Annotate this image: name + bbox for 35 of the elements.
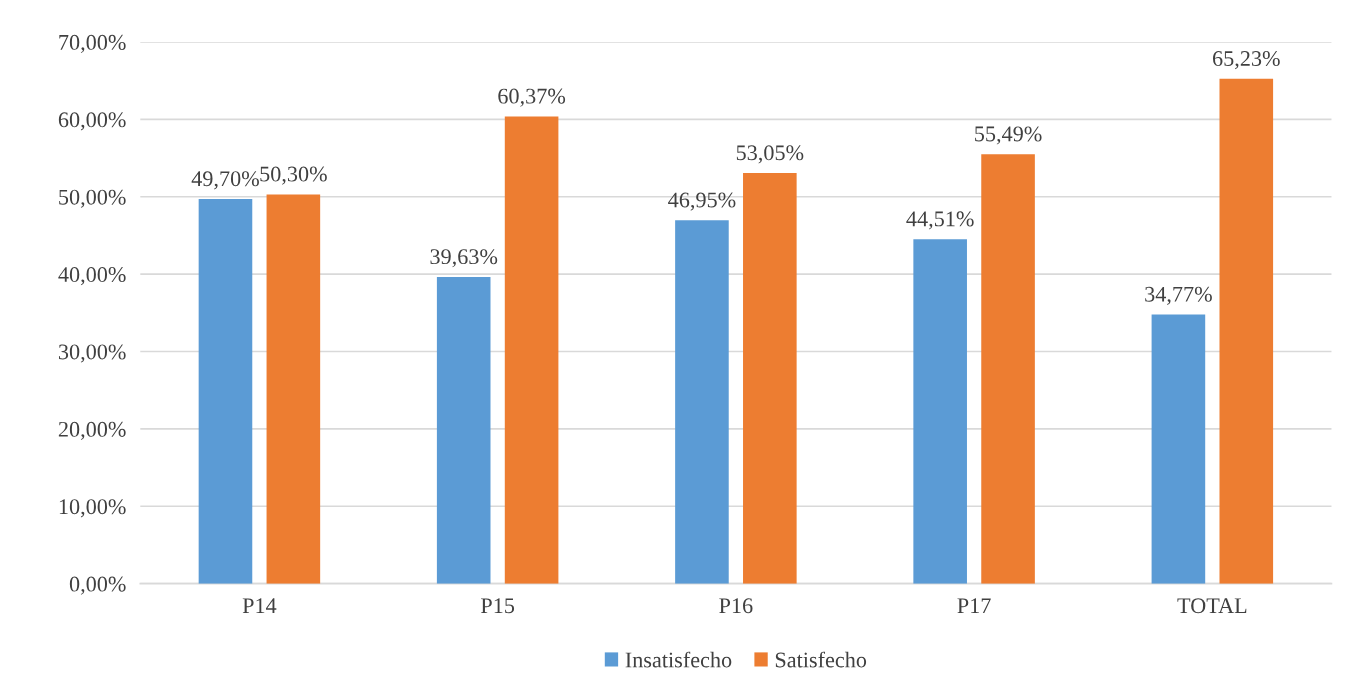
bar: [198, 199, 253, 584]
data-label: 46,95%: [668, 192, 736, 211]
y-tick-label: 0,00%: [69, 576, 126, 595]
data-label: 65,23%: [1212, 51, 1280, 70]
data-label: 55,49%: [975, 126, 1042, 145]
bar: [504, 116, 559, 584]
legend-label: Satisfecho: [775, 651, 867, 668]
data-label: 50,30%: [260, 166, 327, 185]
y-tick-label: 60,00%: [58, 112, 126, 131]
bar: [913, 239, 967, 584]
data-label: 60,37%: [498, 88, 566, 107]
x-tick-label: P17: [957, 598, 991, 613]
data-label: 53,05%: [736, 145, 804, 164]
y-tick-label: 20,00%: [58, 421, 126, 441]
x-tick-label: TOTAL: [1177, 598, 1247, 614]
x-tick-label: P15: [481, 598, 515, 614]
x-tick-label: P16: [719, 598, 753, 614]
y-tick-label: 10,00%: [59, 499, 126, 518]
bar: [675, 220, 729, 584]
bar: [743, 173, 797, 584]
bar: [1219, 78, 1274, 584]
bar: [436, 276, 491, 584]
y-tick-label: 30,00%: [58, 344, 126, 363]
data-label: 49,70%: [191, 171, 259, 190]
data-label: 39,63%: [430, 249, 498, 268]
y-tick-label: 40,00%: [58, 267, 126, 286]
legend-label: Insatisfecho: [625, 651, 732, 668]
y-tick-label: 50,00%: [59, 189, 126, 208]
bar: [266, 194, 321, 584]
x-tick-label: P14: [242, 598, 277, 613]
y-tick-label: 70,00%: [59, 34, 126, 54]
bar: [1151, 314, 1206, 584]
data-label: 44,51%: [906, 211, 974, 230]
bar: [981, 154, 1035, 584]
data-label: 34,77%: [1145, 286, 1212, 305]
